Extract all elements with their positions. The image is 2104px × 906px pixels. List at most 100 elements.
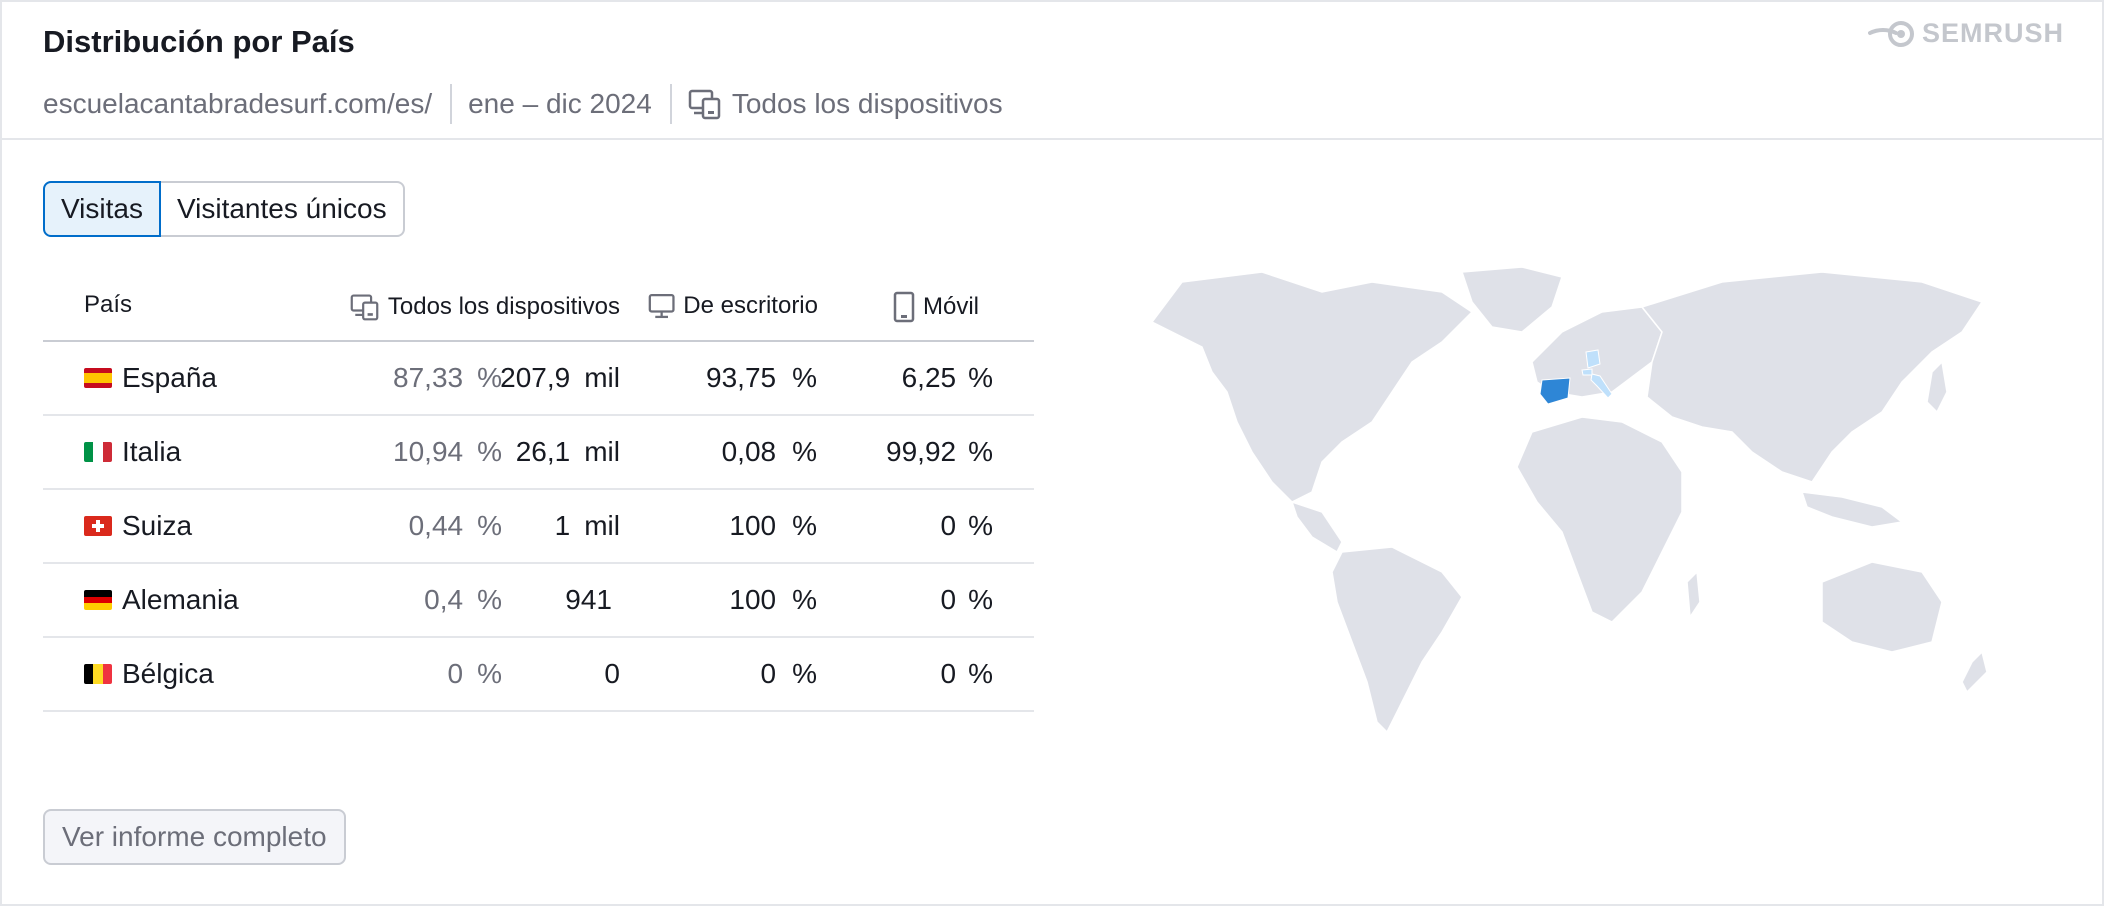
mobile-unit: % (968, 362, 993, 393)
column-mobile[interactable]: Móvil (893, 291, 1003, 323)
mobile-value: 0 (940, 658, 957, 689)
traffic-share: 10,94% (393, 416, 502, 488)
mobile-share: 0% (941, 564, 993, 636)
mobile-unit: % (968, 658, 993, 689)
desktop-share: 93,75% (706, 342, 817, 414)
traffic-share: 0,44% (409, 490, 502, 562)
map-japan[interactable] (1926, 360, 1948, 414)
desktop-value: 100 (729, 584, 777, 615)
desktop-value: 0,08 (721, 436, 777, 467)
table-row[interactable]: Alemania 0,4% 941 100% 0% (43, 564, 1034, 638)
flag-germany-icon (84, 590, 112, 610)
share-value: 87,33 (393, 362, 464, 393)
visits-unit: mil (584, 510, 620, 541)
visits-number: 941 (565, 584, 612, 615)
share-value: 0,44 (408, 510, 464, 541)
metric-tabs: Visitas Visitantes únicos (43, 181, 405, 237)
visits-unit: mil (584, 362, 620, 393)
map-central-america[interactable] (1290, 500, 1343, 554)
visits-value: 941 (565, 564, 612, 636)
map-south-america[interactable] (1331, 546, 1463, 734)
country-name: Alemania (122, 584, 239, 615)
column-country[interactable]: País (84, 291, 132, 319)
traffic-share: 0,4% (424, 564, 502, 636)
visits-number: 0 (604, 658, 620, 689)
mobile-share: 6,25% (902, 342, 993, 414)
map-greenland[interactable] (1460, 266, 1563, 333)
widget-meta: escuelacantabradesurf.com/es/ ene – dic … (43, 84, 1003, 124)
mobile-value: 0 (940, 510, 957, 541)
mobile-unit: % (968, 510, 993, 541)
map-madagascar[interactable] (1686, 570, 1701, 620)
map-new-zealand[interactable] (1961, 650, 1988, 694)
desktop-share: 0% (761, 638, 817, 710)
visits-value: 1 mil (555, 490, 620, 562)
map-italy[interactable] (1590, 373, 1613, 399)
world-map (1150, 266, 1988, 734)
country-cell: Alemania (84, 564, 239, 636)
map-africa[interactable] (1516, 416, 1683, 623)
domain-label: escuelacantabradesurf.com/es/ (43, 88, 433, 119)
flag-belgium-icon (84, 664, 112, 684)
desktop-unit: % (792, 436, 817, 467)
column-country-label: País (84, 291, 133, 318)
country-name: Suiza (122, 510, 193, 541)
semrush-logo[interactable]: SEMRUSH (1867, 18, 2064, 49)
mobile-value: 6,25 (901, 362, 957, 393)
map-germany[interactable] (1585, 349, 1601, 369)
flag-switzerland-icon (84, 516, 112, 536)
map-north-america[interactable] (1150, 271, 1474, 503)
mobile-share: 0% (941, 638, 993, 710)
column-all-devices[interactable]: Todos los dispositivos (350, 291, 620, 323)
column-desktop[interactable]: De escritorio (648, 291, 818, 321)
country-cell: Bélgica (84, 638, 214, 710)
map-australia[interactable] (1821, 561, 1943, 653)
visits-value: 0 (604, 638, 620, 710)
visits-number: 207,9 (500, 362, 571, 393)
widget-header: Distribución por País SEMRUSH escuelacan… (2, 2, 2102, 140)
country-cell: Italia (84, 416, 181, 488)
desktop-share: 100% (729, 490, 817, 562)
traffic-share: 87,33% (393, 342, 502, 414)
visits-value: 207,9 mil (500, 342, 620, 414)
full-report-button[interactable]: Ver informe completo (43, 809, 346, 865)
tab-unique-visitors[interactable]: Visitantes únicos (160, 181, 405, 237)
desktop-value: 100 (729, 510, 777, 541)
map-southeast-asia[interactable] (1800, 491, 1904, 528)
desktop-unit: % (792, 510, 817, 541)
meta-divider (669, 84, 672, 124)
share-unit: % (477, 436, 502, 467)
desktop-icon (648, 293, 675, 319)
table-row[interactable]: España 87,33% 207,9 mil 93,75% 6,25% (43, 342, 1034, 416)
country-cell: Suiza (84, 490, 192, 562)
map-switzerland[interactable] (1581, 368, 1593, 376)
tab-visits[interactable]: Visitas (43, 181, 161, 237)
mobile-share: 99,92% (886, 416, 993, 488)
mobile-unit: % (968, 584, 993, 615)
map-spain[interactable] (1539, 377, 1571, 405)
mobile-value: 99,92 (886, 436, 957, 467)
traffic-share: 0% (448, 638, 502, 710)
table-row[interactable]: Bélgica 0% 0 0% 0% (43, 638, 1034, 712)
visits-number: 26,1 (515, 436, 571, 467)
visits-value: 26,1 mil (516, 416, 620, 488)
table-header: País Todos los dispositivos De escritori… (43, 281, 1034, 342)
meta-divider (450, 84, 453, 124)
table-row[interactable]: Italia 10,94% 26,1 mil 0,08% 99,92% (43, 416, 1034, 490)
semrush-logo-icon (1867, 20, 1914, 47)
share-value: 0 (447, 658, 464, 689)
table-row[interactable]: Suiza 0,44% 1 mil 100% 0% (43, 490, 1034, 564)
desktop-unit: % (792, 362, 817, 393)
desktop-unit: % (792, 658, 817, 689)
devices-label: Todos los dispositivos (731, 88, 1003, 119)
country-table: País Todos los dispositivos De escritori… (43, 281, 1034, 712)
visits-number: 1 (554, 510, 571, 541)
share-unit: % (477, 362, 502, 393)
column-desktop-label: De escritorio (683, 292, 818, 319)
widget-title: Distribución por País (43, 24, 355, 59)
map-asia[interactable] (1640, 271, 1984, 483)
mobile-unit: % (968, 436, 993, 467)
desktop-unit: % (792, 584, 817, 615)
desktop-value: 0 (760, 658, 777, 689)
